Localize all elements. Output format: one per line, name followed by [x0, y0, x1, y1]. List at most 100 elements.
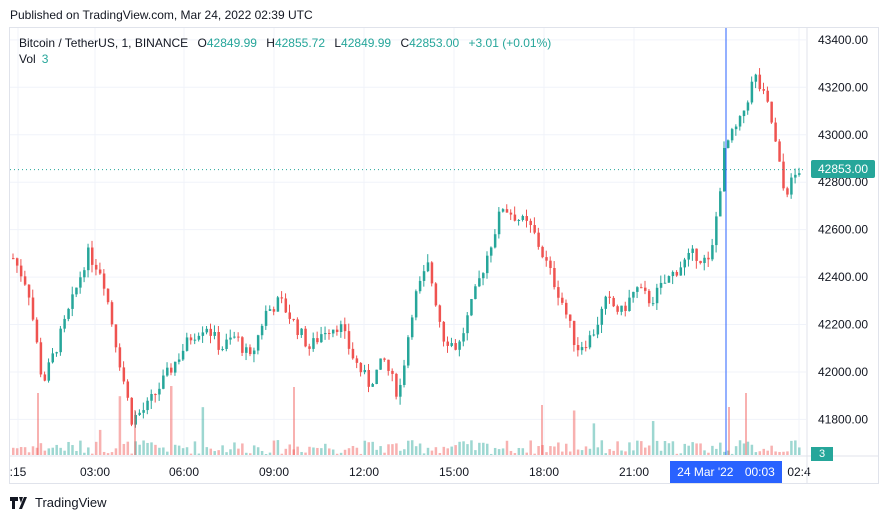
volume-bar: [565, 443, 568, 455]
candle-body: [545, 257, 548, 261]
candle-body: [426, 262, 430, 272]
candle-body: [466, 315, 469, 334]
x-tick-label: :15: [10, 465, 27, 479]
volume-bar: [209, 448, 212, 455]
volume-bar: [371, 441, 374, 455]
volume-bar: [205, 447, 209, 455]
crosshair-time-tag: 24 Mar '22 00:03: [670, 461, 782, 483]
volume-bar: [383, 452, 386, 455]
volume-bar: [671, 441, 675, 455]
candle-body: [478, 278, 481, 287]
candle-body: [91, 247, 94, 265]
candle-body: [59, 328, 62, 353]
volume-bar: [734, 446, 738, 455]
candle-body: [209, 328, 212, 336]
candle-body: [719, 191, 722, 217]
candle-body: [422, 271, 426, 281]
y-tick-label: 42200.00: [818, 318, 868, 332]
last-volume-tag: 3: [811, 447, 833, 461]
volume-bar: [616, 441, 619, 455]
candle-body: [292, 318, 295, 320]
volume-bar: [486, 443, 489, 455]
volume-bar: [110, 452, 114, 455]
candle-body: [553, 268, 556, 288]
volume-bar: [745, 393, 747, 455]
volume-bar: [553, 446, 556, 455]
volume-bar: [63, 450, 66, 455]
volume-bar: [691, 442, 694, 455]
y-tick-label: 43400.00: [818, 33, 868, 47]
candle-body: [517, 220, 521, 222]
volume-bar: [343, 449, 347, 455]
candle-body: [181, 350, 185, 360]
volume-bar: [288, 444, 291, 455]
candle-body: [296, 319, 299, 336]
candle-body: [667, 276, 671, 283]
volume-bar: [23, 447, 27, 455]
x-tick-label: 21:00: [619, 465, 649, 479]
candle-body: [367, 369, 370, 387]
volume-bar: [426, 447, 430, 455]
candle-body: [106, 288, 110, 303]
candle-body: [663, 282, 667, 284]
published-caption: Published on TradingView.com, Mar 24, 20…: [10, 8, 313, 22]
candle-body: [572, 320, 576, 346]
y-tick-label: 42800.00: [818, 175, 868, 189]
candle-body: [399, 384, 402, 397]
volume-bar: [47, 448, 51, 455]
volume-bar: [142, 440, 145, 455]
footer-brand: TradingView: [35, 495, 107, 510]
volume-bar: [450, 446, 453, 455]
candle-body: [699, 260, 702, 264]
candle-body: [355, 358, 359, 363]
candle-body: [442, 321, 446, 342]
volume-bar: [241, 443, 244, 455]
candle-body: [703, 257, 706, 264]
candle-body: [541, 246, 544, 258]
y-tick-label: 42600.00: [818, 223, 868, 237]
candle-body: [335, 329, 339, 332]
volume-legend: Vol 3: [19, 52, 48, 66]
change-value: +3.01 (+0.01%): [468, 36, 552, 50]
candle-body: [600, 308, 604, 325]
volume-bar: [414, 446, 418, 455]
volume-bar: [185, 447, 189, 455]
volume-bar: [600, 440, 604, 455]
candle-body: [173, 361, 177, 373]
candle-body: [312, 338, 315, 349]
volume-bar: [430, 450, 434, 455]
volume-bar: [636, 440, 639, 455]
volume-bar: [122, 443, 126, 455]
candle-body: [158, 388, 161, 395]
x-tick-label: 09:00: [259, 465, 289, 479]
volume-bar: [94, 441, 98, 455]
candle-body: [647, 290, 651, 304]
volume-bar: [91, 453, 94, 455]
volume-bar: [561, 451, 564, 455]
volume-bar: [407, 440, 410, 455]
candle-body: [786, 188, 789, 195]
candle-body: [67, 308, 70, 319]
volume-bar: [482, 442, 485, 455]
volume-value: 3: [41, 52, 49, 66]
candle-body: [146, 400, 149, 411]
volume-bar: [316, 447, 319, 455]
candle-body: [565, 302, 568, 315]
volume-bar: [284, 448, 288, 455]
volume-bar: [189, 453, 193, 455]
candle-body: [316, 338, 319, 343]
candle-body: [529, 220, 532, 226]
candle-body: [588, 335, 592, 348]
volume-bar: [655, 440, 659, 455]
candle-body: [410, 317, 414, 338]
candle-body: [632, 291, 635, 298]
candle-body: [94, 264, 98, 270]
volume-bar: [173, 444, 177, 455]
candle-body: [726, 140, 730, 148]
y-tick-label: 42400.00: [818, 270, 868, 284]
volume-bar: [466, 444, 469, 455]
volume-bar: [359, 453, 363, 455]
candle-body: [624, 305, 627, 311]
candle-body: [489, 247, 493, 256]
